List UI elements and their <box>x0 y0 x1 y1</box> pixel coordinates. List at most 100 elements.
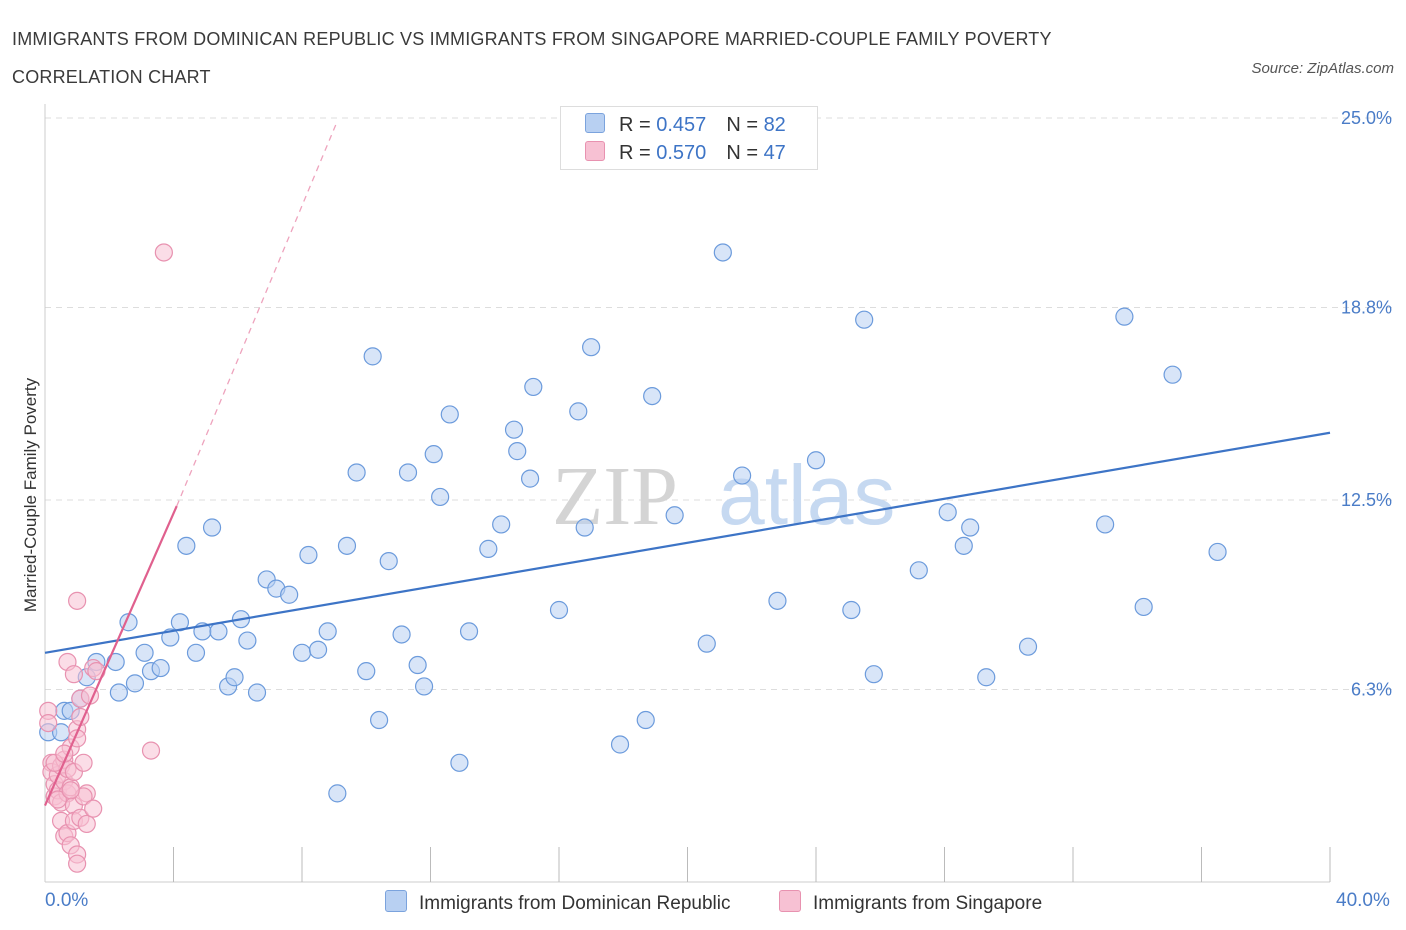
point-dominican-50 <box>492 515 511 534</box>
point-dominican-29 <box>292 643 312 662</box>
point-dominican-37 <box>363 347 382 366</box>
point-dominican-20 <box>209 622 228 641</box>
legend-label-dominican: Immigrants from Dominican Republic <box>419 893 731 914</box>
y-tick-labels: 6.3% 12.5% 18.8% 25.0% <box>1341 108 1392 699</box>
point-dominican-51 <box>504 420 524 439</box>
point-dominican-79 <box>1134 597 1153 617</box>
point-dominican-16 <box>177 536 196 555</box>
point-dominican-53 <box>520 469 540 488</box>
legend-item-dominican: Immigrants from Dominican Republic <box>385 890 731 915</box>
point-singapore-42 <box>154 243 173 262</box>
y-tick-label-0: 6.3% <box>1351 679 1392 699</box>
point-dominican-32 <box>318 622 337 641</box>
y-axis-label: Married-Couple Family Poverty <box>21 377 40 612</box>
r-label: R = <box>619 142 657 164</box>
watermark-atlas: atlas <box>718 448 895 542</box>
series-singapore-points <box>39 243 173 873</box>
point-dominican-47 <box>450 753 469 772</box>
point-dominican-40 <box>392 625 411 644</box>
point-dominican-69 <box>855 310 874 329</box>
point-dominican-28 <box>280 585 299 604</box>
chart-title: IMMIGRANTS FROM DOMINICAN REPUBLIC VS IM… <box>12 29 1052 87</box>
point-dominican-49 <box>479 539 498 558</box>
source-credit: Source: ZipAtlas.com <box>1251 60 1394 77</box>
point-dominican-17 <box>186 643 206 662</box>
point-dominican-71 <box>909 561 928 580</box>
point-dominican-11 <box>135 643 154 662</box>
point-dominican-34 <box>337 536 357 555</box>
point-dominican-64 <box>713 243 732 262</box>
point-singapore-28 <box>64 665 84 684</box>
point-dominican-65 <box>733 466 752 485</box>
r-value: 0.457 <box>656 114 707 136</box>
point-dominican-33 <box>328 784 347 803</box>
point-dominican-46 <box>440 405 459 424</box>
point-singapore-22 <box>74 753 93 772</box>
point-dominican-44 <box>424 445 443 464</box>
point-dominican-24 <box>238 631 257 650</box>
point-dominican-81 <box>1208 542 1227 562</box>
point-dominican-30 <box>299 545 318 565</box>
legend-label-singapore: Immigrants from Singapore <box>813 893 1043 914</box>
point-dominican-10 <box>125 674 145 693</box>
point-dominican-77 <box>1096 515 1115 534</box>
r-label: R = <box>619 114 657 136</box>
point-singapore-36 <box>68 854 87 873</box>
point-dominican-58 <box>582 338 601 357</box>
trend-extension-singapore <box>176 120 338 507</box>
n-value: 47 <box>763 142 786 164</box>
n-label: N = <box>726 142 764 164</box>
x-tick-min: 0.0% <box>45 890 89 911</box>
point-dominican-70 <box>864 665 883 684</box>
point-dominican-45 <box>431 487 450 507</box>
point-dominican-63 <box>697 634 716 653</box>
swatch-pink-icon <box>585 141 605 161</box>
watermark: ZIP atlas <box>552 448 895 543</box>
trend-lines <box>43 120 1331 807</box>
point-dominican-48 <box>459 622 479 641</box>
point-dominican-74 <box>961 518 980 537</box>
point-dominican-7 <box>109 683 128 702</box>
point-dominican-43 <box>414 677 434 696</box>
point-dominican-31 <box>308 640 328 659</box>
point-dominican-78 <box>1115 307 1134 326</box>
point-singapore-46 <box>61 781 80 800</box>
point-singapore-41 <box>141 741 161 760</box>
swatch-blue-icon <box>585 113 605 133</box>
trend-line-dominican <box>44 431 1331 654</box>
y-tick-label-3: 25.0% <box>1341 108 1392 128</box>
point-dominican-36 <box>357 662 376 681</box>
point-singapore-44 <box>48 790 67 809</box>
n-label: N = <box>726 114 764 136</box>
point-dominican-14 <box>161 628 180 647</box>
point-singapore-1 <box>39 713 58 733</box>
trend-line-singapore <box>43 505 178 807</box>
point-dominican-22 <box>225 668 244 687</box>
point-dominican-72 <box>938 503 957 522</box>
point-dominican-56 <box>569 402 588 421</box>
point-dominican-39 <box>379 552 398 571</box>
point-singapore-26 <box>68 591 87 610</box>
point-singapore-39 <box>77 814 96 834</box>
point-dominican-76 <box>1018 637 1038 656</box>
point-dominican-38 <box>370 710 389 730</box>
point-dominican-19 <box>202 518 222 537</box>
point-dominican-52 <box>508 442 527 461</box>
point-dominican-55 <box>549 600 569 620</box>
point-dominican-75 <box>977 668 996 687</box>
point-dominican-66 <box>768 591 787 610</box>
point-dominican-68 <box>842 600 861 620</box>
point-dominican-54 <box>524 377 543 397</box>
gridlines <box>45 117 1392 690</box>
point-dominican-41 <box>398 463 418 482</box>
watermark-zip: ZIP <box>552 450 678 543</box>
point-dominican-35 <box>347 463 366 482</box>
series-dominican-points <box>39 243 1227 803</box>
legend-swatch-blue-icon <box>385 890 407 912</box>
legend-swatch-pink-icon <box>779 890 801 912</box>
point-singapore-40 <box>84 799 103 818</box>
point-dominican-67 <box>806 451 826 470</box>
point-dominican-42 <box>408 655 427 675</box>
point-dominican-13 <box>151 658 170 678</box>
